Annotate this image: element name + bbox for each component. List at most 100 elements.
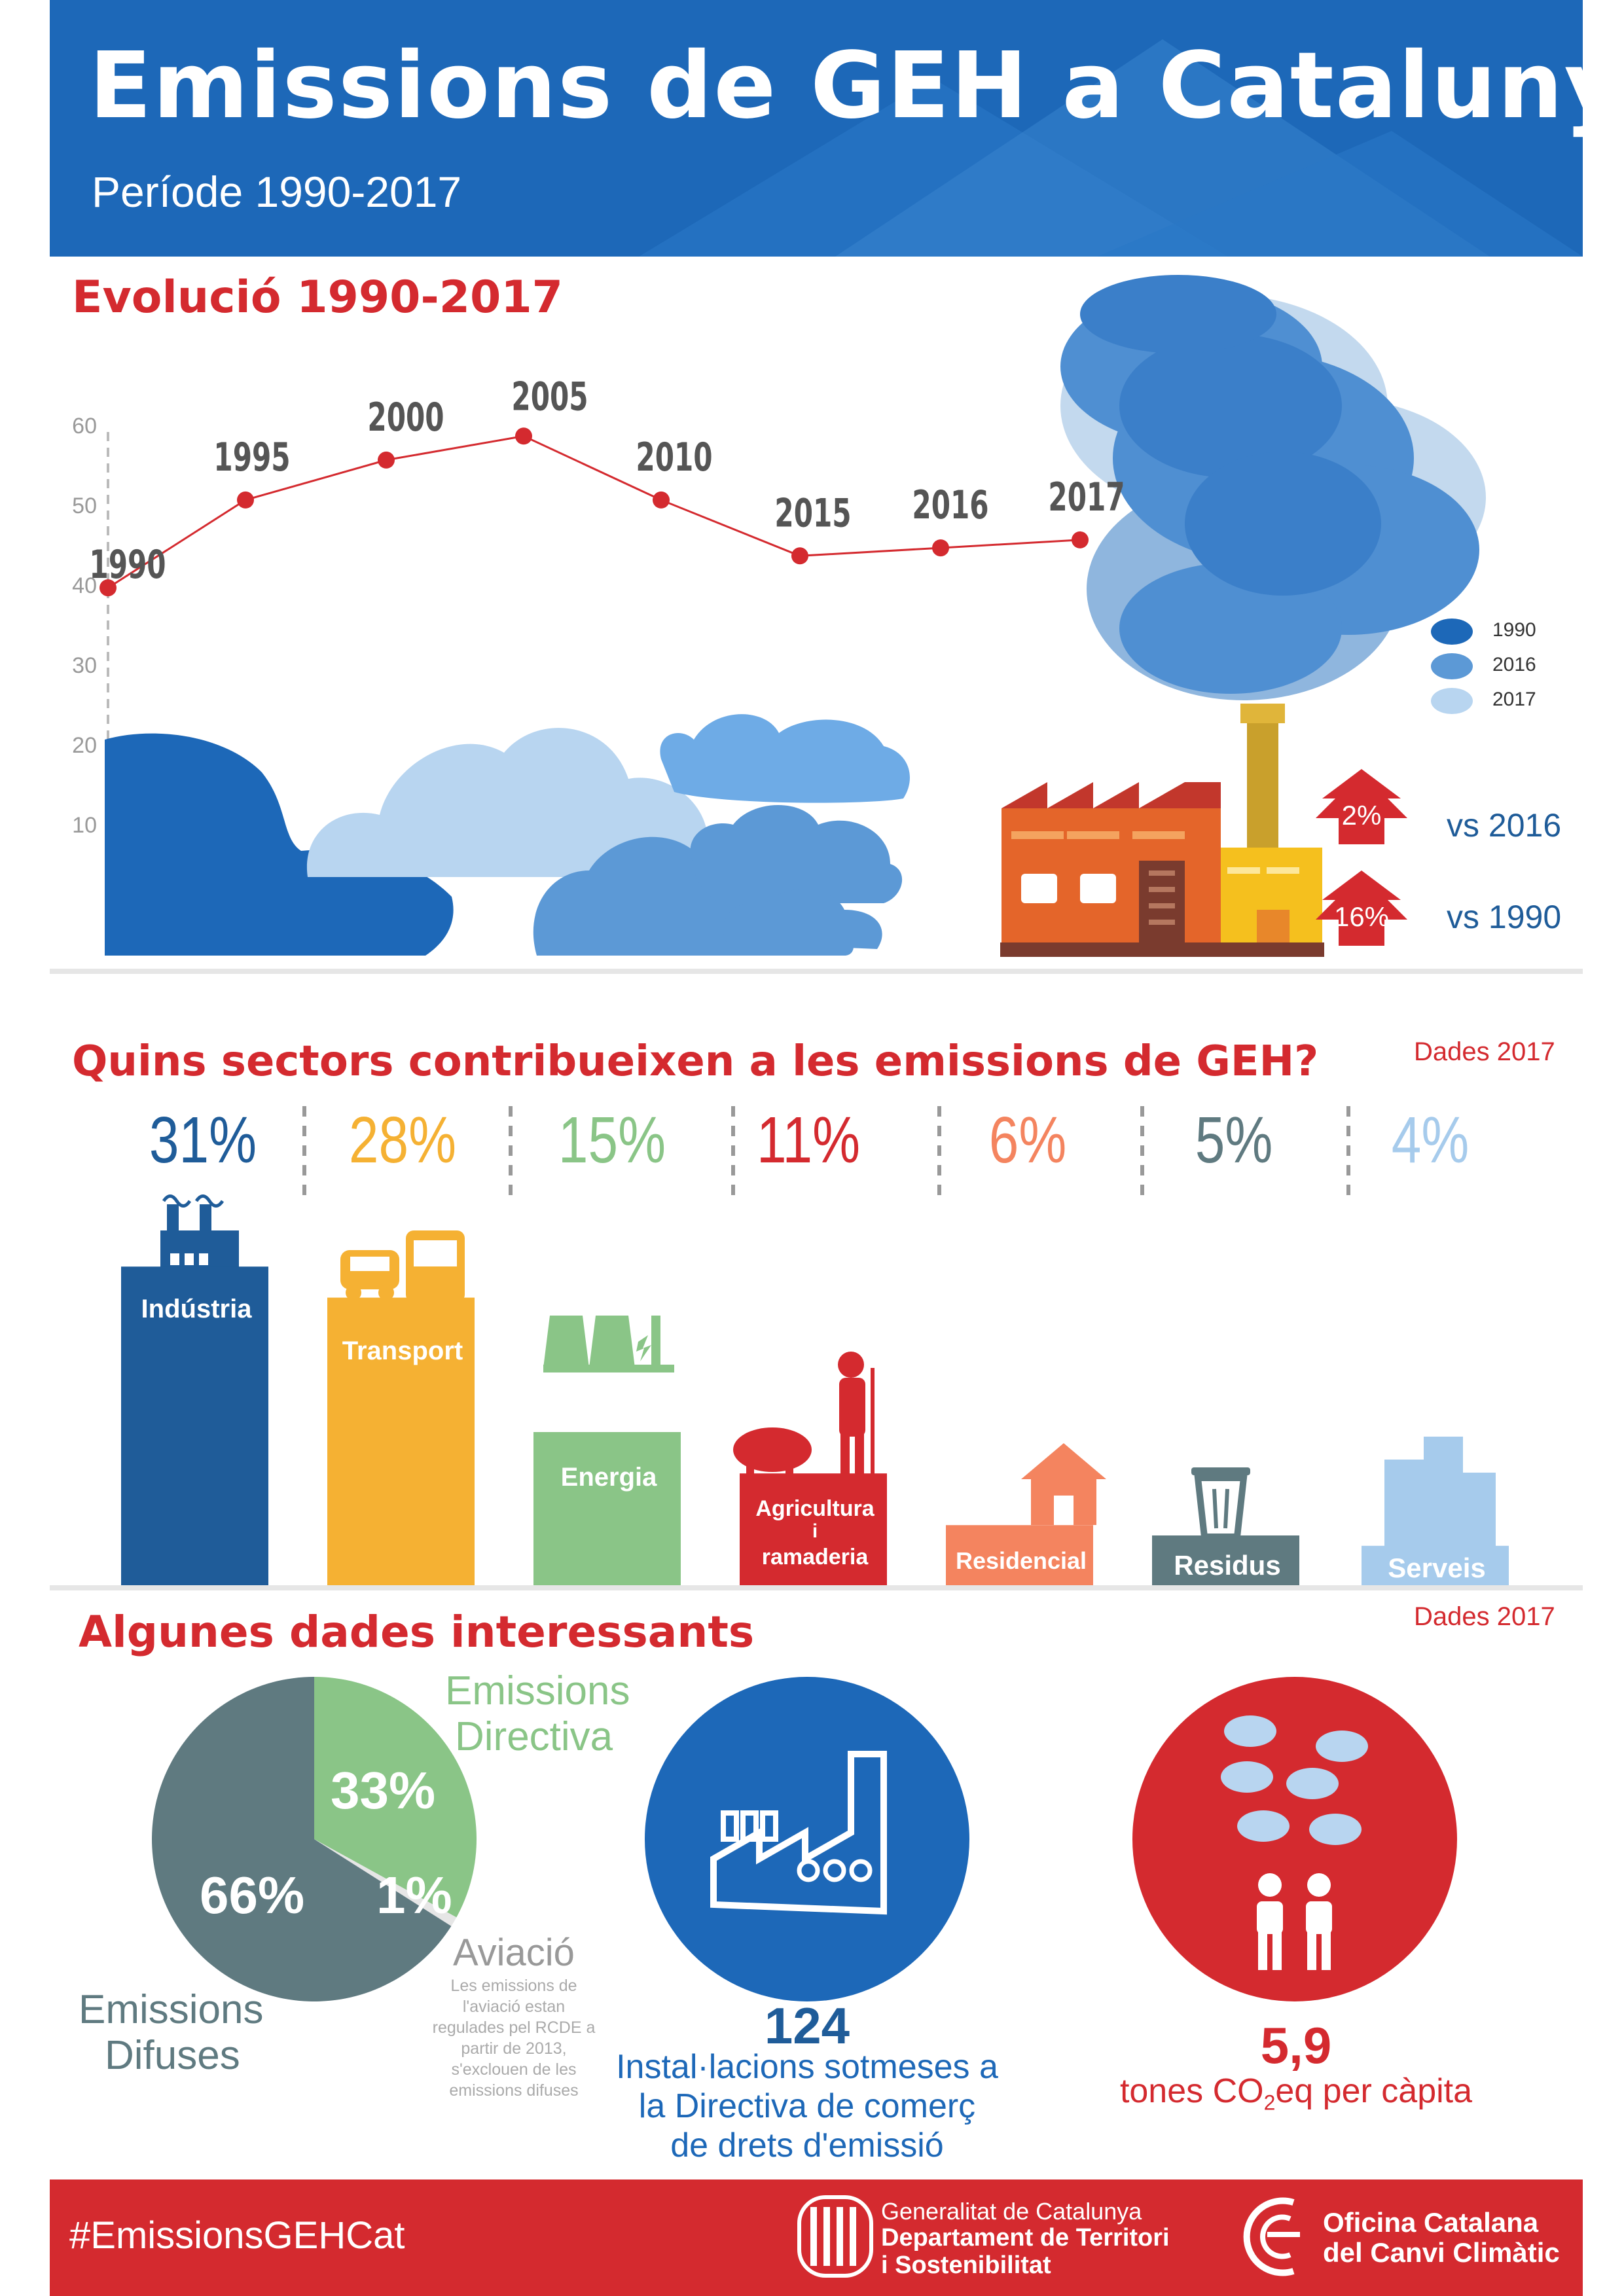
data-label: 2016: [912, 482, 988, 528]
y-tick-label: 30: [72, 653, 97, 678]
facts-graphics: [151, 1676, 1457, 2001]
per-capita-icon: [1132, 1677, 1457, 2001]
bar-label-energia: Energia: [560, 1463, 657, 1492]
evolution-chart: 60 50 40 30 2010: [72, 275, 1486, 957]
sector-percent: 6%: [988, 1103, 1067, 1177]
occ-logo-icon: [1243, 2197, 1300, 2276]
emissions-pie-chart: [151, 1676, 477, 2001]
bars: [121, 1266, 1509, 1587]
installations-icon: [645, 1677, 969, 2001]
gov-line-1: Generalitat de Catalunya: [881, 2198, 1142, 2225]
aviacio-note-line: Les emissions de: [450, 1977, 577, 1995]
smoke-cloud: [1060, 275, 1486, 700]
bar-5: [1152, 1535, 1299, 1587]
y-tick-label: 50: [72, 493, 97, 518]
pie-label-difuses-2: Difuses: [105, 2033, 240, 2078]
legend-label-1990: 1990: [1492, 619, 1536, 641]
header-banner: Emissions de GEH a Catalunya Període 199…: [50, 0, 1583, 257]
installations-text-line: Instal·lacions sotmeses a: [616, 2048, 998, 2086]
generalitat-logo-icon: [797, 2195, 873, 2278]
data-point: [237, 491, 254, 509]
data-label: 2017: [1048, 474, 1125, 520]
aviacio-note: Les emissions de l'aviació estan regulad…: [412, 1975, 615, 2101]
header-decoration: [639, 39, 1583, 257]
bar-label-transport: Transport: [342, 1336, 463, 1365]
aviacio-note-line: s'exclouen de les: [451, 2060, 577, 2079]
sector-percent: 28%: [348, 1103, 457, 1177]
dades-2017-sectors: Dades 2017: [1414, 1037, 1555, 1066]
data-label: 1990: [89, 541, 166, 587]
separator-1: [50, 969, 1583, 974]
farmer-pig-icon: [733, 1352, 875, 1486]
page-subtitle: Període 1990-2017: [92, 168, 462, 216]
data-label: 1995: [213, 434, 290, 480]
legend-cloud-2016-icon: [1431, 653, 1473, 679]
installations-text-line: de drets d'emissió: [670, 2126, 944, 2164]
series-line: [107, 435, 1081, 589]
legend-cloud-2017-icon: [1431, 688, 1473, 714]
percent-dividers: [302, 1106, 1350, 1204]
bar-4: [946, 1525, 1093, 1587]
office-buildings-icon: [1384, 1437, 1496, 1551]
bar-6: [1362, 1545, 1509, 1587]
y-tick-label: 40: [72, 573, 97, 598]
installations-text-line: la Directiva de comerç: [638, 2087, 976, 2125]
sector-bar-chart: [121, 1194, 1509, 1587]
pie-value-difuses: 66%: [200, 1866, 305, 1924]
badge-value-2016: 2%: [1341, 800, 1382, 831]
cloud-legend: [1431, 619, 1473, 714]
section-title-evolution: Evolució 1990-2017: [72, 272, 563, 323]
badge-arrow-1990-icon: [1316, 870, 1407, 946]
data-point: [515, 427, 532, 445]
factory-icon: [1000, 704, 1324, 957]
separator-2: [50, 1585, 1583, 1590]
per-capita-text: tones CO2eq per càpita: [1100, 2072, 1492, 2115]
transport-icon: [340, 1230, 465, 1302]
data-label: 2000: [367, 394, 444, 440]
badge-label-1990: vs 1990: [1447, 899, 1562, 935]
legend-label-2017: 2017: [1492, 689, 1536, 710]
data-point: [653, 491, 670, 509]
ground-clouds: [105, 714, 910, 956]
bar-label-ramaderia: ramaderia: [761, 1545, 869, 1570]
badge-label-2016: vs 2016: [1447, 807, 1562, 844]
per-capita-text-b: eq per càpita: [1275, 2072, 1473, 2110]
house-icon: [1021, 1443, 1106, 1525]
per-capita-sub: 2: [1263, 2090, 1276, 2115]
data-label: 2010: [636, 434, 712, 480]
gov-line-3: i Sostenibilitat: [881, 2251, 1051, 2279]
y-ticks: 60 50 40 30 20 10: [72, 414, 97, 838]
sector-percent: 4%: [1391, 1103, 1470, 1177]
legend-cloud-1990-icon: [1431, 619, 1473, 645]
pie-slice-1: [314, 1839, 457, 1926]
bar-label-i: i: [812, 1520, 818, 1542]
dades-2017-facts: Dades 2017: [1414, 1602, 1555, 1631]
occ-line-2: del Canvi Climàtic: [1323, 2237, 1560, 2268]
data-point: [1072, 531, 1089, 548]
data-point: [932, 539, 949, 557]
sector-percent: 15%: [558, 1103, 666, 1177]
bar-label-serveis: Serveis: [1388, 1552, 1486, 1583]
pie-slice-0: [314, 1677, 477, 1918]
data-point: [378, 451, 395, 469]
y-tick-label: 20: [72, 733, 97, 758]
pie-label-directiva-1: Emissions: [445, 1668, 630, 1713]
pie-value-directiva: 33%: [331, 1761, 436, 1820]
bar-label-residencial: Residencial: [955, 1547, 1087, 1574]
badge-value-1990: 16%: [1333, 901, 1390, 932]
section-title-facts: Algunes dades interessants: [79, 1607, 755, 1657]
hashtag[interactable]: #EmissionsGEHCat: [69, 2214, 405, 2257]
data-label: 2015: [774, 490, 851, 536]
bar-label-industria: Indústria: [141, 1295, 252, 1323]
pie-label-aviacio: Aviació: [453, 1931, 575, 1974]
bar-3: [740, 1473, 887, 1587]
aviacio-note-line: emissions difuses: [449, 2081, 579, 2100]
aviacio-note-line: regulades pel RCDE a: [432, 2018, 596, 2037]
power-plant-icon: [543, 1316, 674, 1372]
legend-label-2016: 2016: [1492, 654, 1536, 675]
sector-percent: 11%: [756, 1103, 861, 1177]
installations-number: 124: [764, 1997, 850, 2054]
y-tick-label: 60: [72, 414, 97, 439]
aviacio-note-line: partir de 2013,: [461, 2039, 567, 2058]
sector-percent: 5%: [1195, 1103, 1273, 1177]
